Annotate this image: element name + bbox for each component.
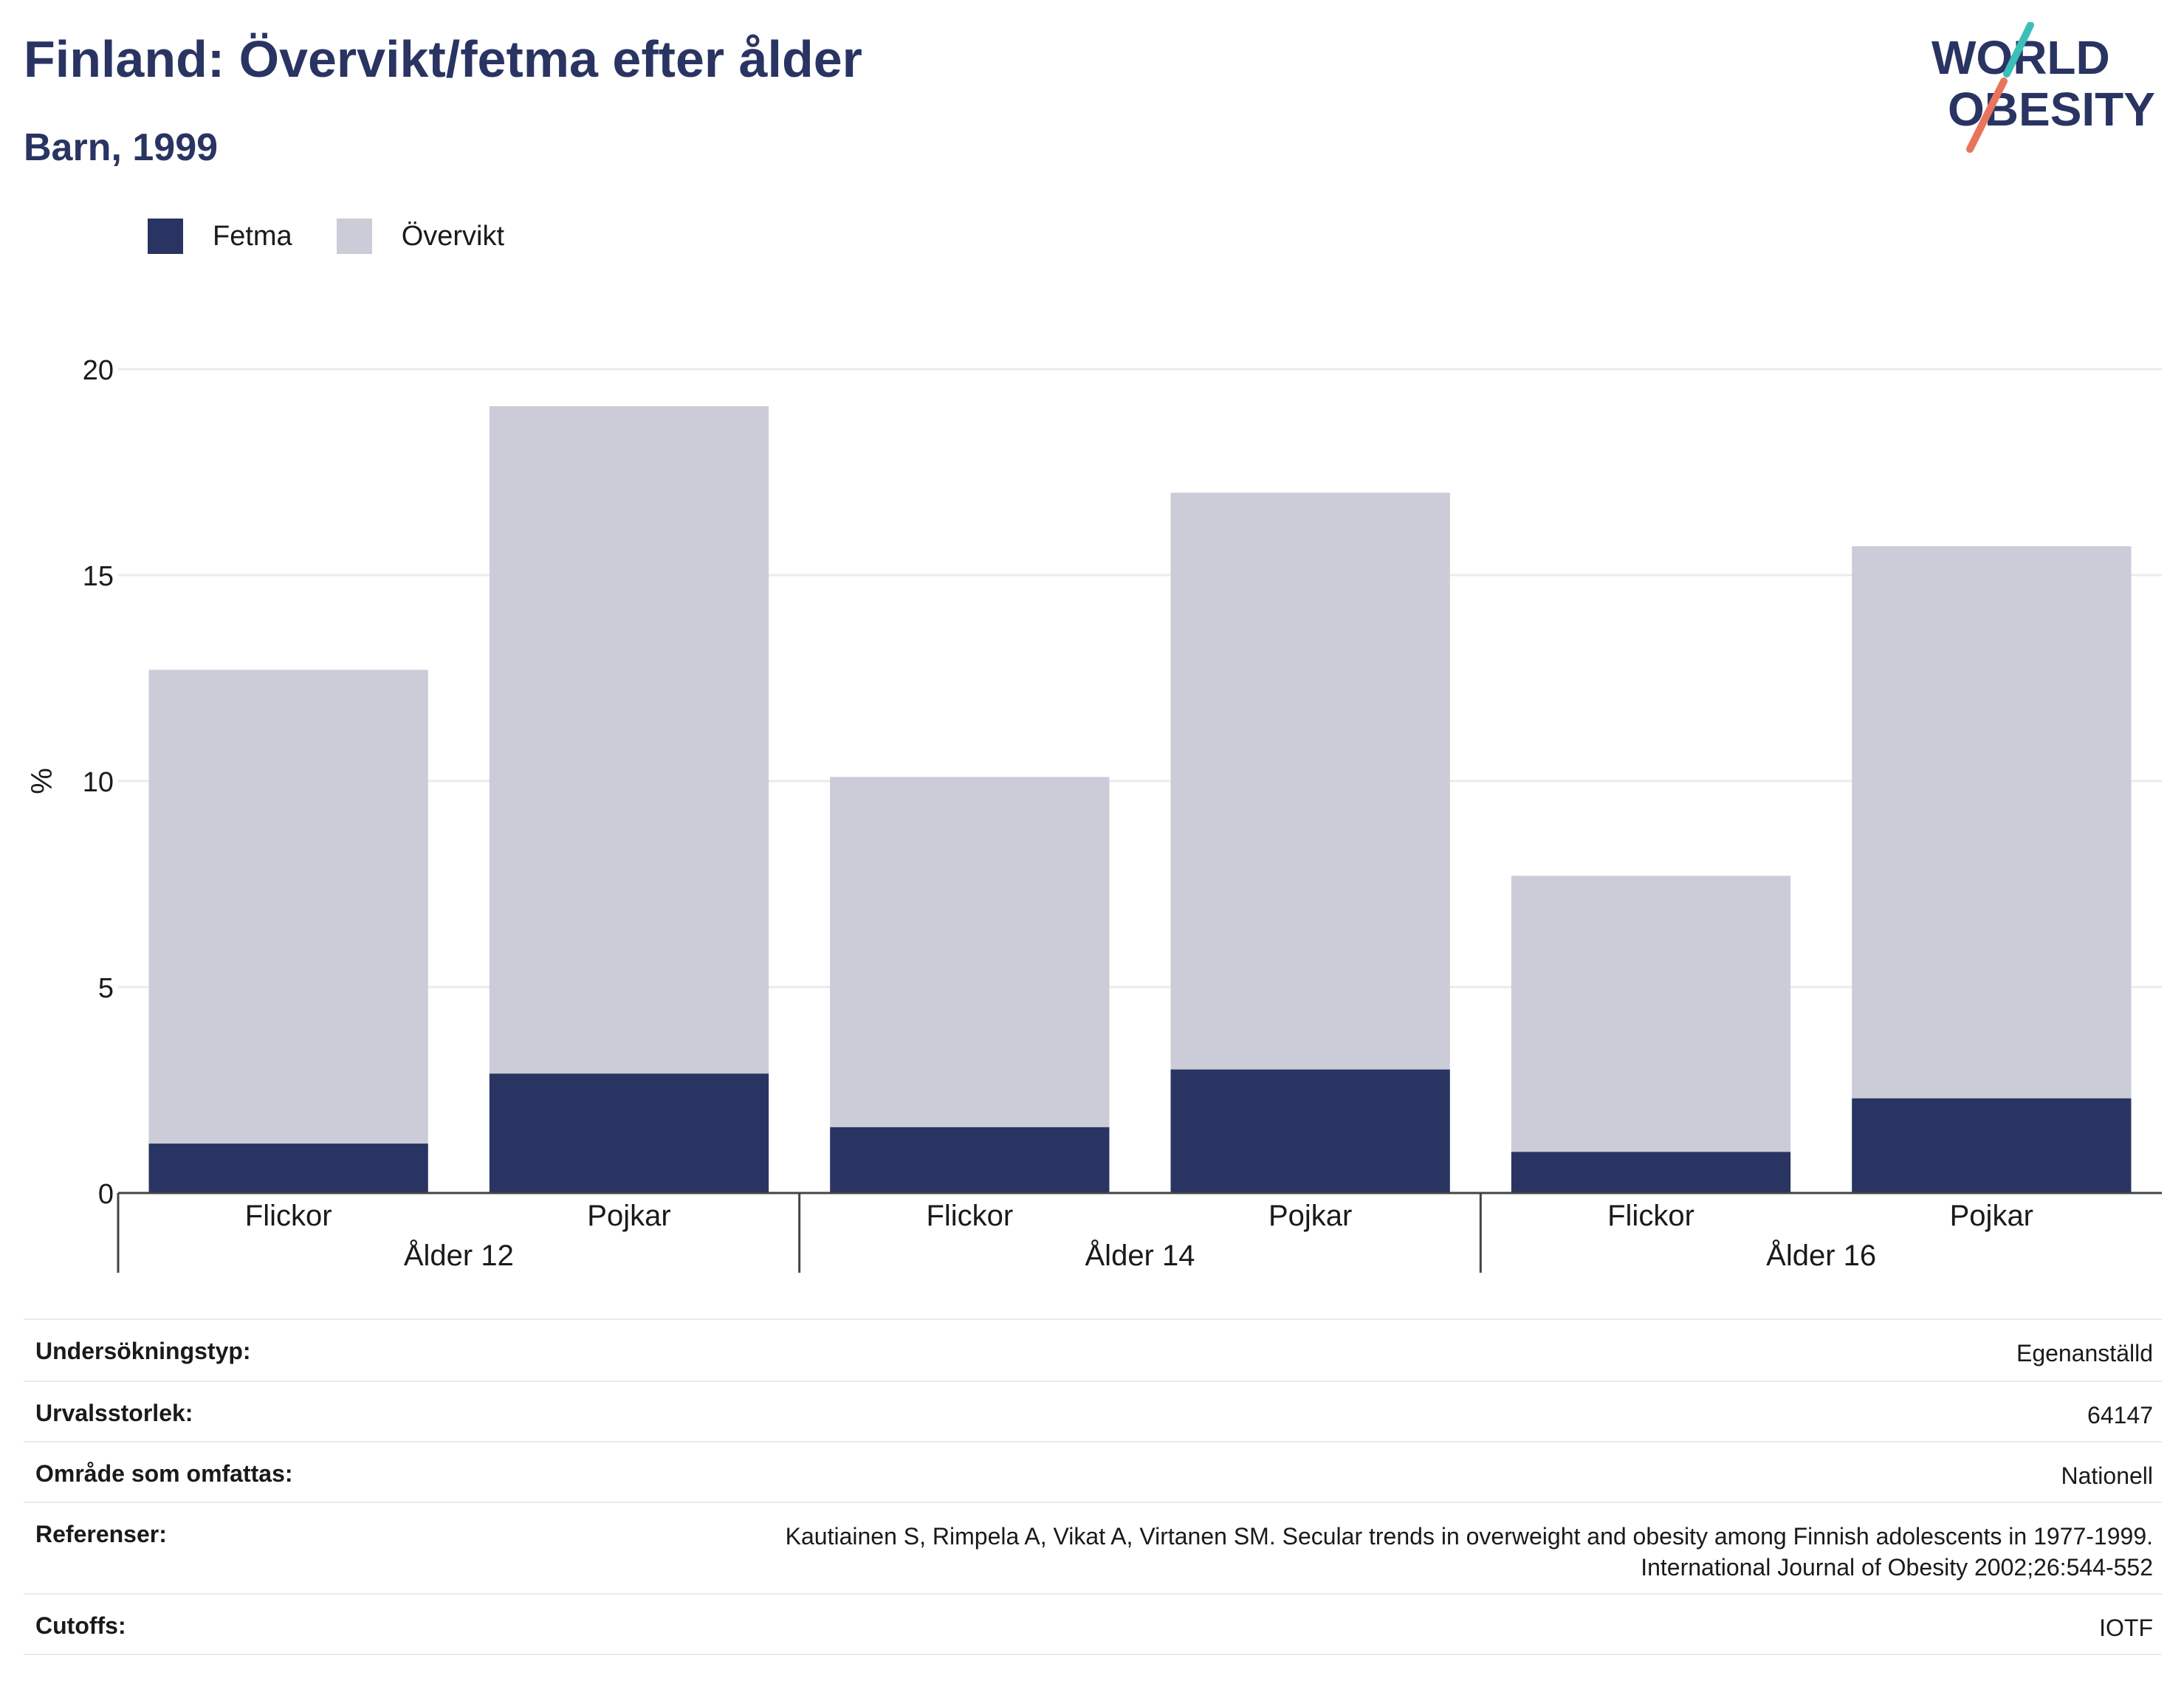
x-tick-label: Flickor — [245, 1200, 332, 1232]
logo-teal-stroke — [2003, 22, 2034, 78]
info-value: Egenanställd — [2016, 1340, 2153, 1366]
bar-overvikt — [1852, 546, 2132, 1099]
info-label: Undersökningstyp: — [35, 1338, 251, 1364]
bar-overvikt — [1170, 492, 1450, 1070]
info-label: Cutoffs: — [35, 1612, 126, 1639]
group-label: Ålder 12 — [404, 1239, 514, 1272]
bar-overvikt — [489, 406, 769, 1074]
info-table: Undersökningstyp: Egenanställd Urvalssto… — [24, 1318, 2162, 1655]
x-tick-label: Pojkar — [587, 1200, 670, 1232]
bar-fetma — [1170, 1069, 1450, 1193]
logo-coral-stroke — [1966, 78, 2008, 153]
legend-label-overvikt: Övervikt — [401, 220, 505, 252]
info-label: Område som omfattas: — [35, 1460, 293, 1487]
bar-fetma — [148, 1144, 428, 1193]
bar-fetma — [1852, 1098, 2132, 1193]
chart-legend: Fetma Övervikt — [148, 219, 549, 254]
info-label: Referenser: — [35, 1521, 167, 1547]
info-row-cutoffs: Cutoffs: IOTF — [24, 1593, 2162, 1655]
info-value: IOTF — [2099, 1615, 2153, 1641]
y-axis-label: % — [26, 768, 58, 794]
group-label: Ålder 14 — [1085, 1239, 1195, 1272]
y-tick-label: 20 — [83, 355, 114, 386]
info-label: Urvalsstorlek: — [35, 1400, 193, 1426]
info-value: Nationell — [2061, 1462, 2153, 1489]
bar-overvikt — [830, 777, 1110, 1127]
chart-title: Finland: Övervikt/fetma efter ålder — [24, 30, 862, 88]
bar-overvikt — [148, 670, 428, 1144]
x-tick-label: Pojkar — [1268, 1200, 1352, 1232]
legend-item-fetma[interactable]: Fetma — [148, 219, 292, 254]
x-tick-label: Flickor — [1607, 1200, 1694, 1232]
x-tick-label: Pojkar — [1950, 1200, 2033, 1232]
bar-fetma — [489, 1073, 769, 1193]
group-label: Ålder 16 — [1766, 1239, 1876, 1272]
y-tick-label: 10 — [83, 767, 114, 798]
legend-label-fetma: Fetma — [213, 220, 292, 252]
x-tick-label: Flickor — [926, 1200, 1013, 1232]
info-row-coverage: Område som omfattas: Nationell — [24, 1441, 2162, 1502]
y-tick-label: 15 — [83, 561, 114, 592]
legend-swatch-overvikt — [336, 219, 372, 254]
world-obesity-logo[interactable]: WORLD OBESITY — [1927, 22, 2171, 155]
info-value: Kautiainen S, Rimpela A, Vikat A, Virtan… — [785, 1523, 2153, 1581]
y-tick-label: 0 — [98, 1179, 114, 1210]
bar-fetma — [830, 1127, 1110, 1193]
chart-subtitle: Barn, 1999 — [24, 126, 219, 169]
stacked-bar-chart: 0 5 10 15 20% Flickor Pojkar Flickor Pojkar Flick… — [26, 355, 2162, 1273]
bar-fetma — [1511, 1152, 1791, 1193]
info-row-survey-type: Undersökningstyp: Egenanställd — [24, 1318, 2162, 1381]
info-row-sample-size: Urvalsstorlek: 64147 — [24, 1381, 2162, 1441]
legend-swatch-fetma — [148, 219, 183, 254]
bar-overvikt — [1511, 876, 1791, 1152]
info-row-references: Referenser: Kautiainen S, Rimpela A, Vik… — [24, 1502, 2162, 1593]
info-value: 64147 — [2087, 1402, 2153, 1428]
legend-item-overvikt[interactable]: Övervikt — [336, 219, 505, 254]
y-tick-label: 5 — [98, 973, 114, 1004]
